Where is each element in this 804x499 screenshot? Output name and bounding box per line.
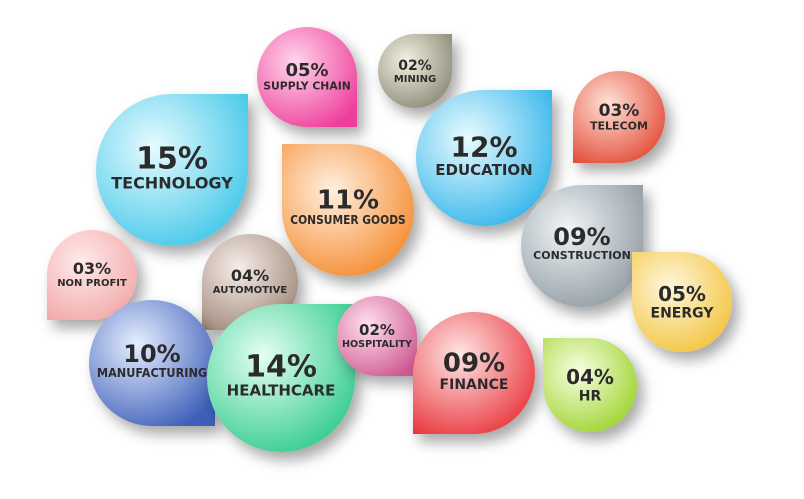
bubble-value-hospitality: 02% — [359, 321, 395, 339]
bubble-label-consumer-goods: CONSUMER GOODS — [290, 213, 406, 227]
bubble-mining: 02%MINING — [378, 34, 452, 108]
bubble-label-construction: CONSTRUCTION — [533, 249, 631, 262]
bubble-value-education: 12% — [450, 131, 517, 164]
bubble-manufacturing: 10%MANUFACTURING — [89, 300, 215, 426]
bubble-shape-hospitality — [337, 296, 417, 376]
bubble-hr: 04%HR — [543, 338, 637, 432]
bubble-label-mining: MINING — [394, 74, 436, 85]
bubble-label-manufacturing: MANUFACTURING — [97, 366, 207, 380]
bubble-value-telecom: 03% — [599, 101, 640, 121]
bubble-shape-hr — [543, 338, 637, 432]
bubble-shape-manufacturing — [89, 300, 215, 426]
bubble-value-mining: 02% — [398, 58, 432, 74]
bubble-value-consumer-goods: 11% — [317, 186, 379, 216]
bubble-value-supply-chain: 05% — [285, 60, 328, 81]
bubble-label-energy: ENERGY — [651, 306, 715, 322]
bubble-value-non-profit: 03% — [73, 259, 111, 278]
bubble-value-healthcare: 14% — [245, 350, 317, 385]
bubble-finance: 09%FINANCE — [413, 312, 535, 434]
bubble-telecom: 03%TELECOM — [573, 71, 665, 163]
bubble-shape-construction — [521, 185, 643, 307]
bubble-shape-telecom — [573, 71, 665, 163]
bubble-value-finance: 09% — [443, 349, 505, 379]
bubble-value-technology: 15% — [136, 142, 208, 177]
bubble-label-hospitality: HOSPITALITY — [342, 339, 413, 350]
bubble-value-hr: 04% — [566, 365, 614, 389]
bubble-value-automotive: 04% — [231, 266, 269, 285]
bubble-shape-consumer-goods — [282, 144, 414, 276]
bubble-label-non-profit: NON PROFIT — [57, 278, 127, 289]
bubble-label-supply-chain: SUPPLY CHAIN — [263, 79, 351, 92]
bubble-shape-supply-chain — [257, 27, 357, 127]
bubble-shape-education — [416, 90, 552, 226]
bubble-shape-healthcare — [207, 304, 355, 452]
bubble-label-telecom: TELECOM — [590, 119, 648, 132]
bubble-energy: 05%ENERGY — [632, 252, 732, 352]
bubble-hospitality: 02%HOSPITALITY — [337, 296, 417, 376]
bubble-healthcare: 14%HEALTHCARE — [207, 304, 355, 452]
bubble-value-construction: 09% — [553, 223, 610, 251]
bubble-shape-non-profit — [47, 230, 137, 320]
bubble-consumer-goods: 11%CONSUMER GOODS — [282, 144, 414, 276]
bubble-value-manufacturing: 10% — [123, 340, 180, 368]
bubble-shape-energy — [632, 252, 732, 352]
bubble-education: 12%EDUCATION — [416, 90, 552, 226]
bubble-label-education: EDUCATION — [435, 161, 532, 179]
bubble-label-healthcare: HEALTHCARE — [227, 381, 336, 399]
bubble-label-automotive: AUTOMOTIVE — [213, 285, 288, 296]
bubble-value-energy: 05% — [658, 282, 706, 306]
bubble-label-finance: FINANCE — [440, 377, 509, 393]
bubble-shape-finance — [413, 312, 535, 434]
bubble-label-hr: HR — [579, 389, 602, 405]
bubble-non-profit: 03%NON PROFIT — [47, 230, 137, 320]
bubble-technology: 15%TECHNOLOGY — [96, 94, 248, 246]
bubble-supply-chain: 05%SUPPLY CHAIN — [257, 27, 357, 127]
bubble-shape-mining — [378, 34, 452, 108]
bubble-construction: 09%CONSTRUCTION — [521, 185, 643, 307]
bubble-shape-technology — [96, 94, 248, 246]
bubble-label-technology: TECHNOLOGY — [111, 173, 233, 192]
